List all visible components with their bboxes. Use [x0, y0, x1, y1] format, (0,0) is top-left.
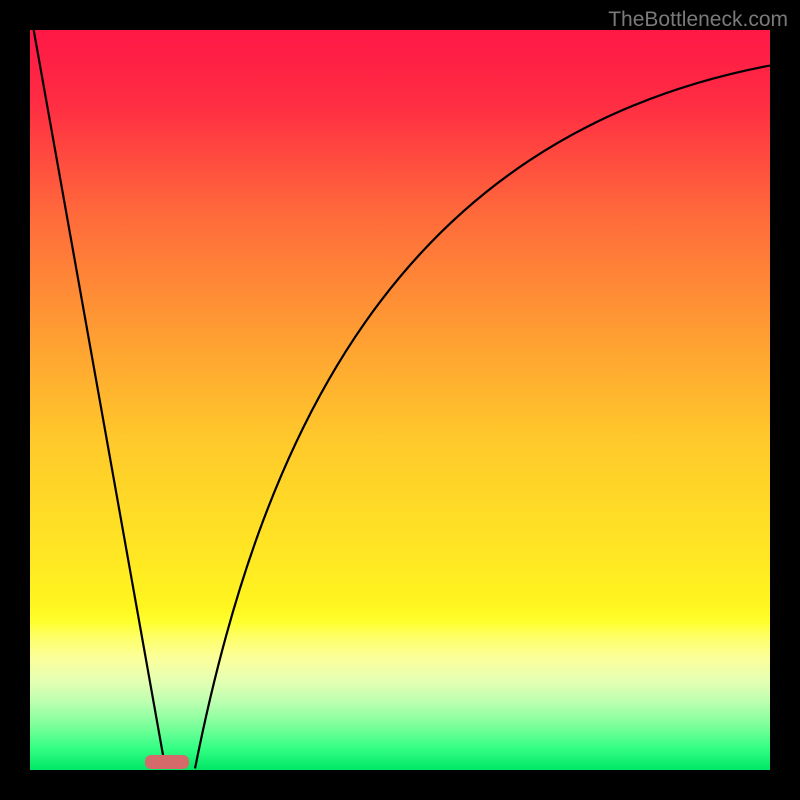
right-curve [195, 66, 770, 769]
frame-left [0, 0, 30, 800]
frame-bottom [0, 770, 800, 800]
left-line [34, 30, 166, 769]
frame-right [770, 0, 800, 800]
chart-area [30, 30, 770, 770]
curve-layer [30, 30, 770, 770]
chart-container: TheBottleneck.com [0, 0, 800, 800]
watermark-text: TheBottleneck.com [608, 8, 788, 32]
valley-marker [145, 755, 189, 768]
